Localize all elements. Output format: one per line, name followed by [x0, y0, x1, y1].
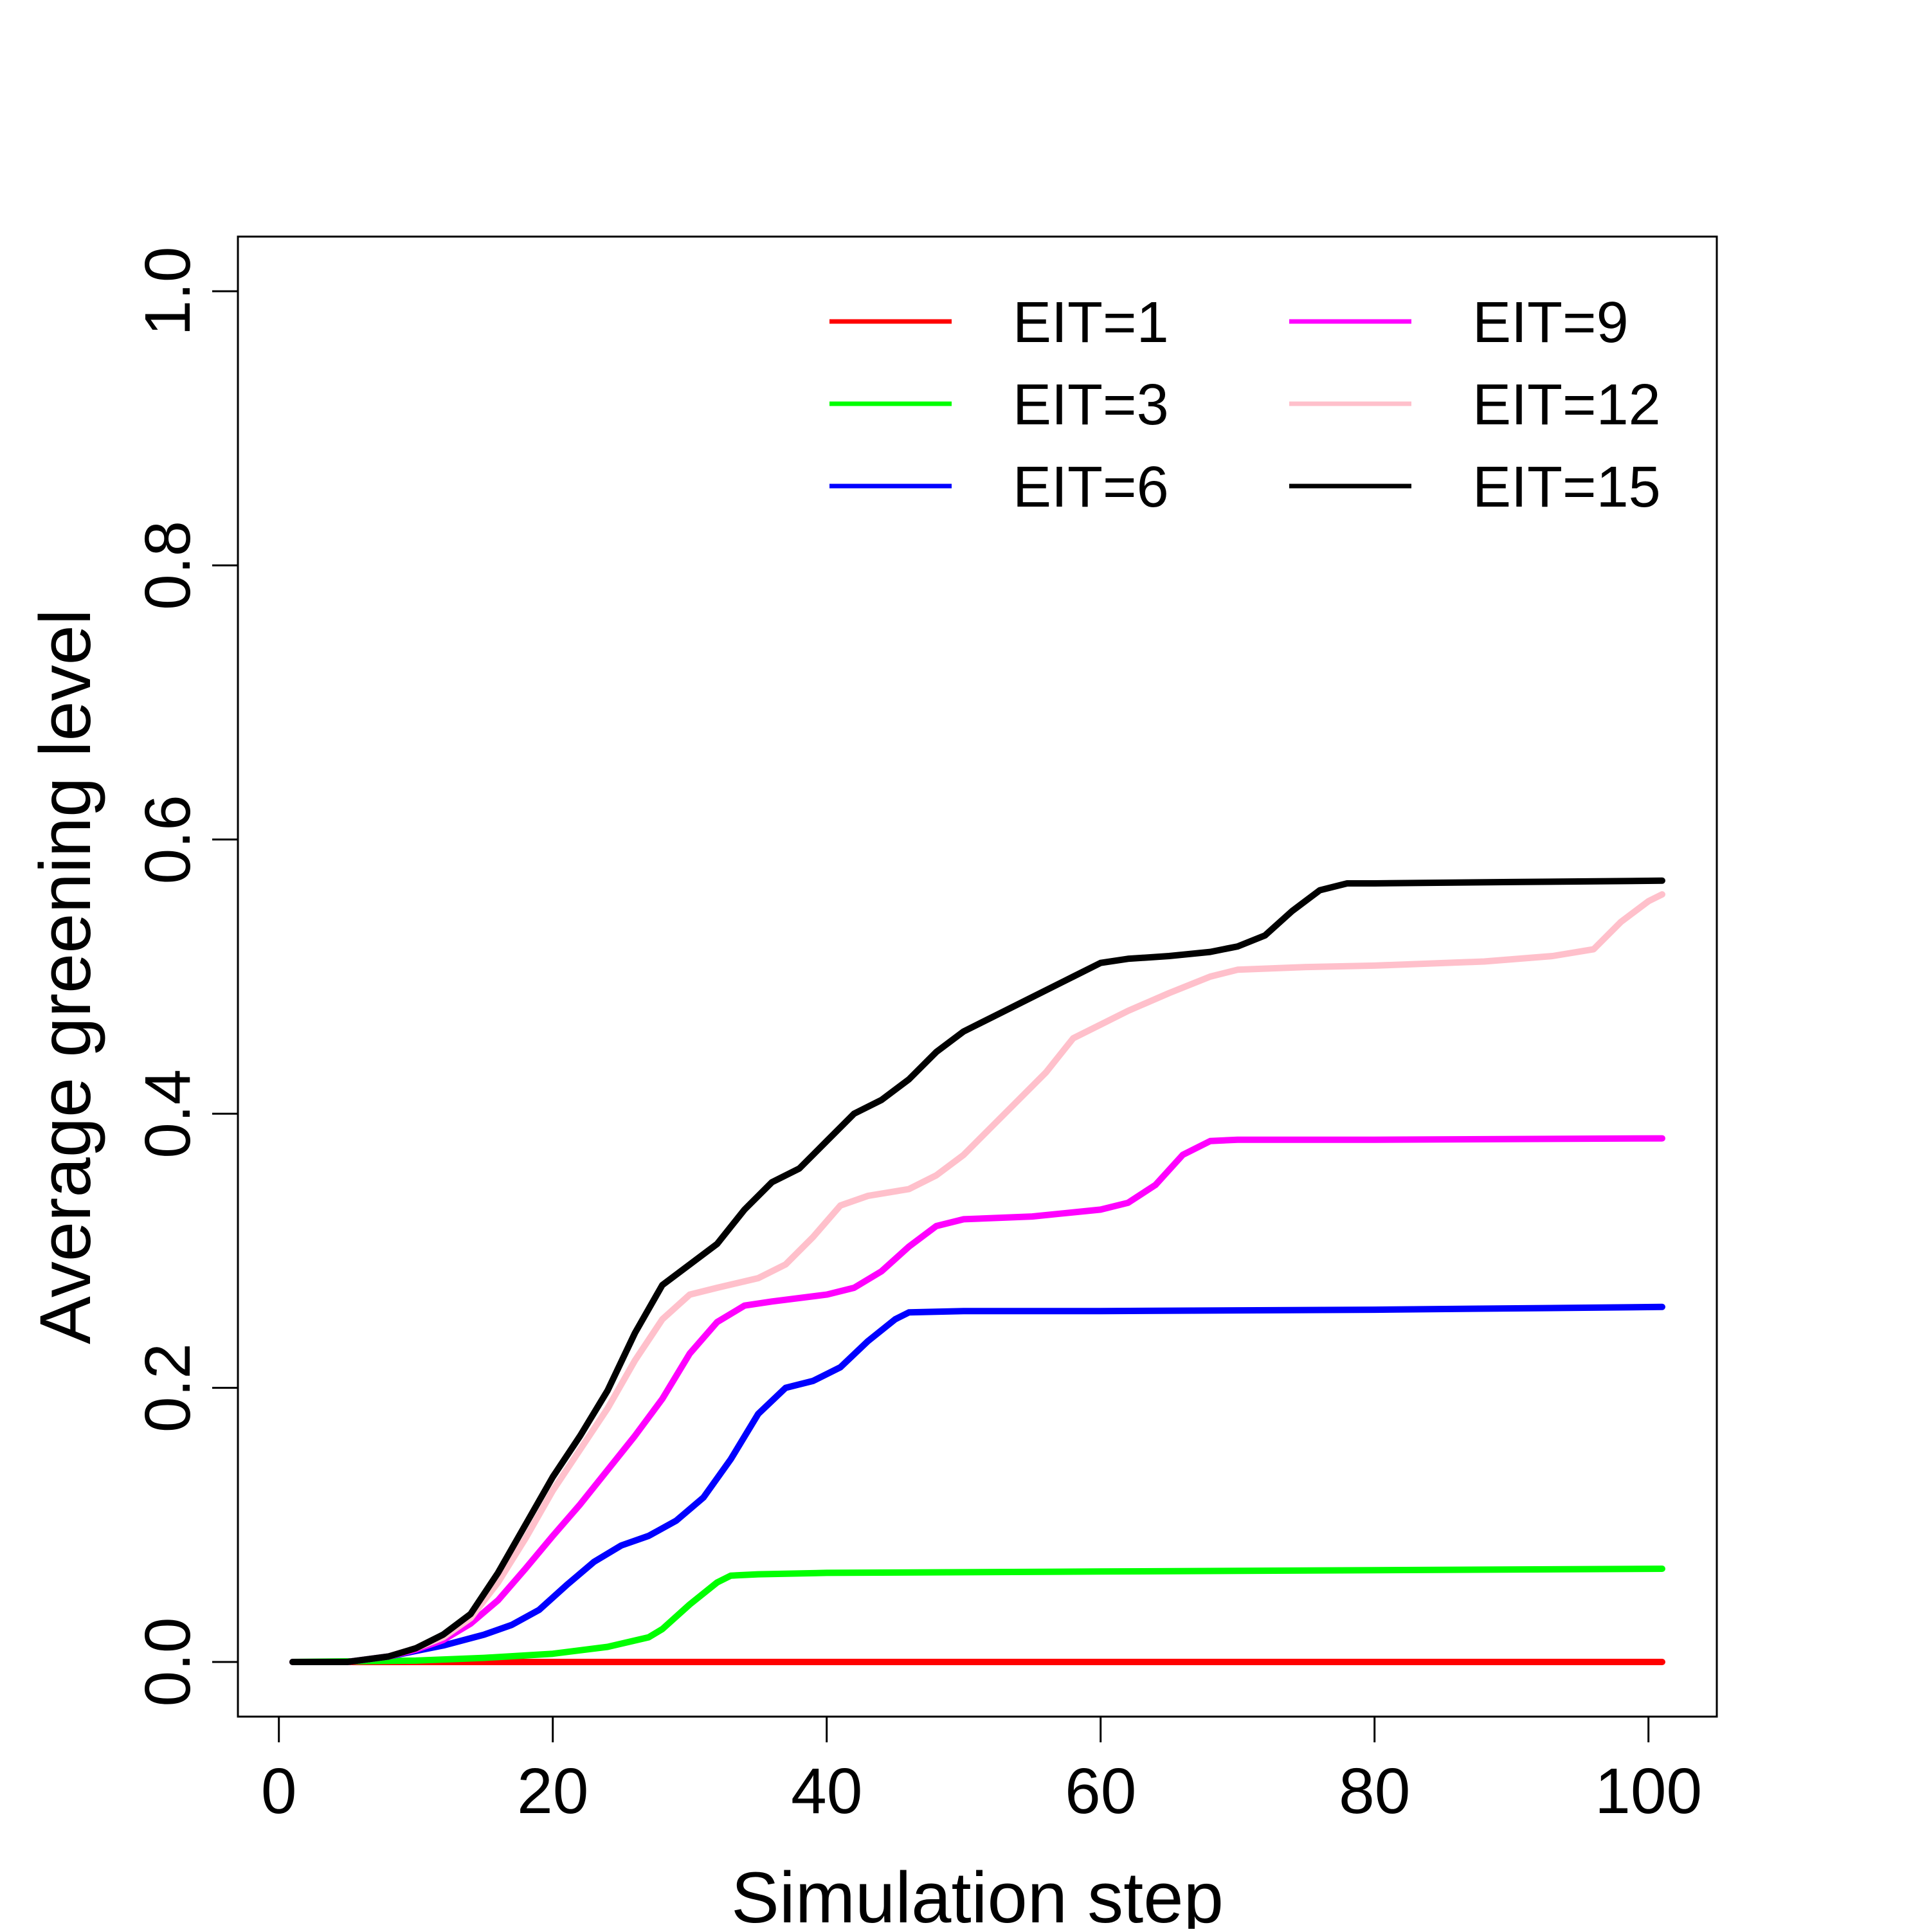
legend-label: EIT=15 [1472, 455, 1661, 519]
x-tick-label: 100 [1595, 1755, 1702, 1827]
y-tick-label: 0.0 [132, 1617, 204, 1706]
x-tick-label: 60 [1065, 1755, 1136, 1827]
legend-label: EIT=3 [1013, 373, 1169, 437]
y-axis: 0.0 0.2 0.4 0.6 0.8 1.0 [132, 246, 239, 1707]
y-tick-label: 1.0 [132, 246, 204, 336]
series-line-2 [289, 1566, 1665, 1665]
x-axis: 0 20 40 60 80 100 [261, 1715, 1702, 1827]
legend: EIT=1 EIT=3 EIT=6 EIT=9 EIT=12 EIT=15 [829, 291, 1661, 519]
series-line-5 [289, 891, 1665, 1665]
series-line-6 [289, 877, 1665, 1665]
x-tick-label: 20 [517, 1755, 588, 1827]
legend-label: EIT=6 [1013, 455, 1169, 519]
y-tick-label: 0.8 [132, 521, 204, 610]
y-axis-title: Average greening level [25, 609, 105, 1344]
series-line-3 [289, 1303, 1665, 1665]
y-tick-label: 0.6 [132, 795, 204, 884]
legend-label: EIT=12 [1472, 373, 1661, 437]
x-axis-title: Simulation step [731, 1857, 1224, 1929]
x-tick-label: 40 [791, 1755, 862, 1827]
y-tick-label: 0.2 [132, 1343, 204, 1432]
series-line-4 [289, 1135, 1665, 1665]
x-tick-label: 80 [1339, 1755, 1410, 1827]
legend-label: EIT=9 [1472, 291, 1629, 355]
legend-label: EIT=1 [1013, 291, 1169, 355]
series-layer [289, 877, 1665, 1665]
x-tick-label: 0 [261, 1755, 297, 1827]
y-tick-label: 0.4 [132, 1069, 204, 1159]
